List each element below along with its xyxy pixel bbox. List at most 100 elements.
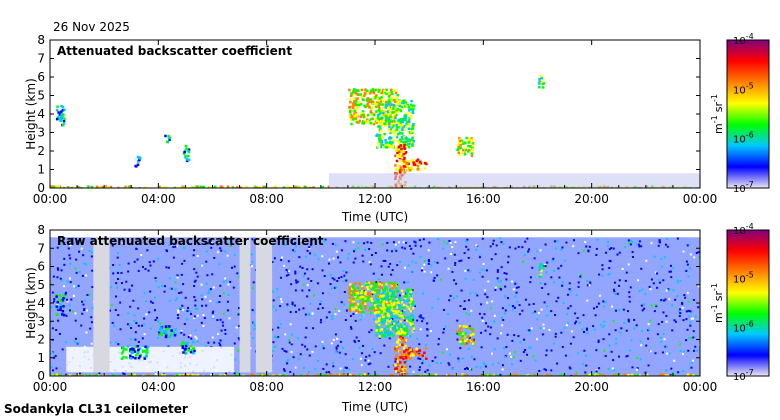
noise-speck (604, 301, 607, 304)
feature-cell (164, 334, 168, 337)
feature-cell (394, 107, 397, 110)
feature-cell (390, 304, 394, 307)
noise-speck (64, 293, 67, 296)
noise-speck (227, 293, 230, 296)
feature-cell (380, 113, 383, 117)
noise-speck (380, 273, 383, 276)
feature-cell (182, 351, 185, 354)
feature-cell (90, 185, 94, 188)
feature-cell (416, 168, 420, 171)
noise-speck (442, 308, 445, 311)
noise-speck (287, 359, 290, 362)
noise-speck (396, 264, 399, 267)
noise-speck (229, 280, 232, 283)
noise-speck (681, 301, 684, 304)
noise-speck (193, 285, 196, 288)
feature-cell (384, 298, 388, 302)
feature-cell (399, 109, 402, 112)
noise-speck (493, 320, 496, 323)
feature-cell (398, 123, 402, 127)
noise-speck (285, 274, 288, 277)
noise-speck (78, 270, 81, 273)
noise-speck (60, 279, 63, 282)
noise-speck (537, 312, 540, 315)
noise-speck (640, 344, 643, 347)
feature-cell (245, 185, 248, 188)
noise-speck (186, 318, 189, 321)
y-tick-label: 5 (37, 278, 45, 292)
noise-speck (610, 247, 613, 250)
feature-cell (584, 374, 587, 376)
noise-speck (225, 279, 228, 282)
noise-speck (162, 241, 165, 244)
noise-speck (365, 355, 368, 358)
noise-speck (463, 252, 466, 255)
noise-speck (307, 370, 310, 373)
noise-speck (75, 286, 78, 289)
feature-cell (542, 266, 545, 269)
feature-cell (410, 127, 413, 131)
heatmap-cells (50, 74, 700, 188)
feature-cell (256, 186, 260, 188)
feature-cell (348, 296, 352, 300)
noise-speck (291, 301, 294, 304)
feature-cell (226, 374, 229, 376)
feature-cell (366, 104, 369, 108)
feature-cell (421, 354, 425, 357)
feature-cell (192, 340, 195, 344)
feature-cell (184, 154, 187, 158)
feature-cell (458, 328, 462, 332)
noise-speck (565, 241, 568, 244)
noise-speck (254, 327, 257, 330)
noise-speck (575, 371, 578, 374)
noise-speck (693, 349, 696, 352)
noise-speck (614, 309, 617, 312)
feature-cell (370, 89, 373, 92)
feature-cell (60, 104, 63, 108)
noise-speck (194, 329, 197, 332)
noise-speck (128, 324, 131, 327)
feature-cell (195, 186, 198, 188)
feature-cell (411, 314, 414, 317)
noise-speck (611, 305, 614, 308)
noise-speck (332, 365, 335, 368)
feature-cell (111, 373, 115, 376)
feature-cell (122, 348, 126, 351)
noise-speck (379, 352, 382, 355)
noise-speck (505, 272, 508, 275)
noise-speck (690, 317, 693, 320)
feature-cell (160, 327, 163, 330)
feature-cell (411, 131, 414, 135)
noise-speck (219, 344, 222, 347)
y-tick-label: 0 (37, 181, 45, 195)
noise-speck (420, 269, 423, 272)
noise-speck (284, 243, 287, 246)
noise-speck (485, 322, 488, 325)
noise-speck (176, 245, 179, 248)
feature-cell (686, 373, 690, 376)
feature-cell (370, 106, 374, 110)
noise-speck (684, 296, 687, 299)
noise-speck (652, 282, 655, 285)
noise-speck (120, 282, 123, 285)
feature-cell (60, 115, 64, 119)
feature-cell (212, 186, 215, 188)
noise-speck (280, 300, 283, 303)
feature-cell (387, 137, 391, 140)
feature-cell (57, 185, 60, 188)
feature-cell (62, 186, 66, 188)
feature-cell (146, 345, 150, 349)
noise-speck (539, 327, 542, 330)
noise-speck (615, 338, 618, 341)
noise-speck (182, 283, 185, 286)
feature-cell (378, 335, 382, 338)
noise-speck (117, 343, 120, 346)
feature-cell (408, 355, 412, 359)
feature-cell (61, 109, 65, 112)
feature-cell (354, 309, 358, 313)
noise-speck (679, 312, 682, 315)
noise-speck (195, 271, 198, 274)
feature-cell (382, 304, 385, 308)
noise-speck (231, 266, 234, 269)
feature-cell (359, 374, 363, 376)
